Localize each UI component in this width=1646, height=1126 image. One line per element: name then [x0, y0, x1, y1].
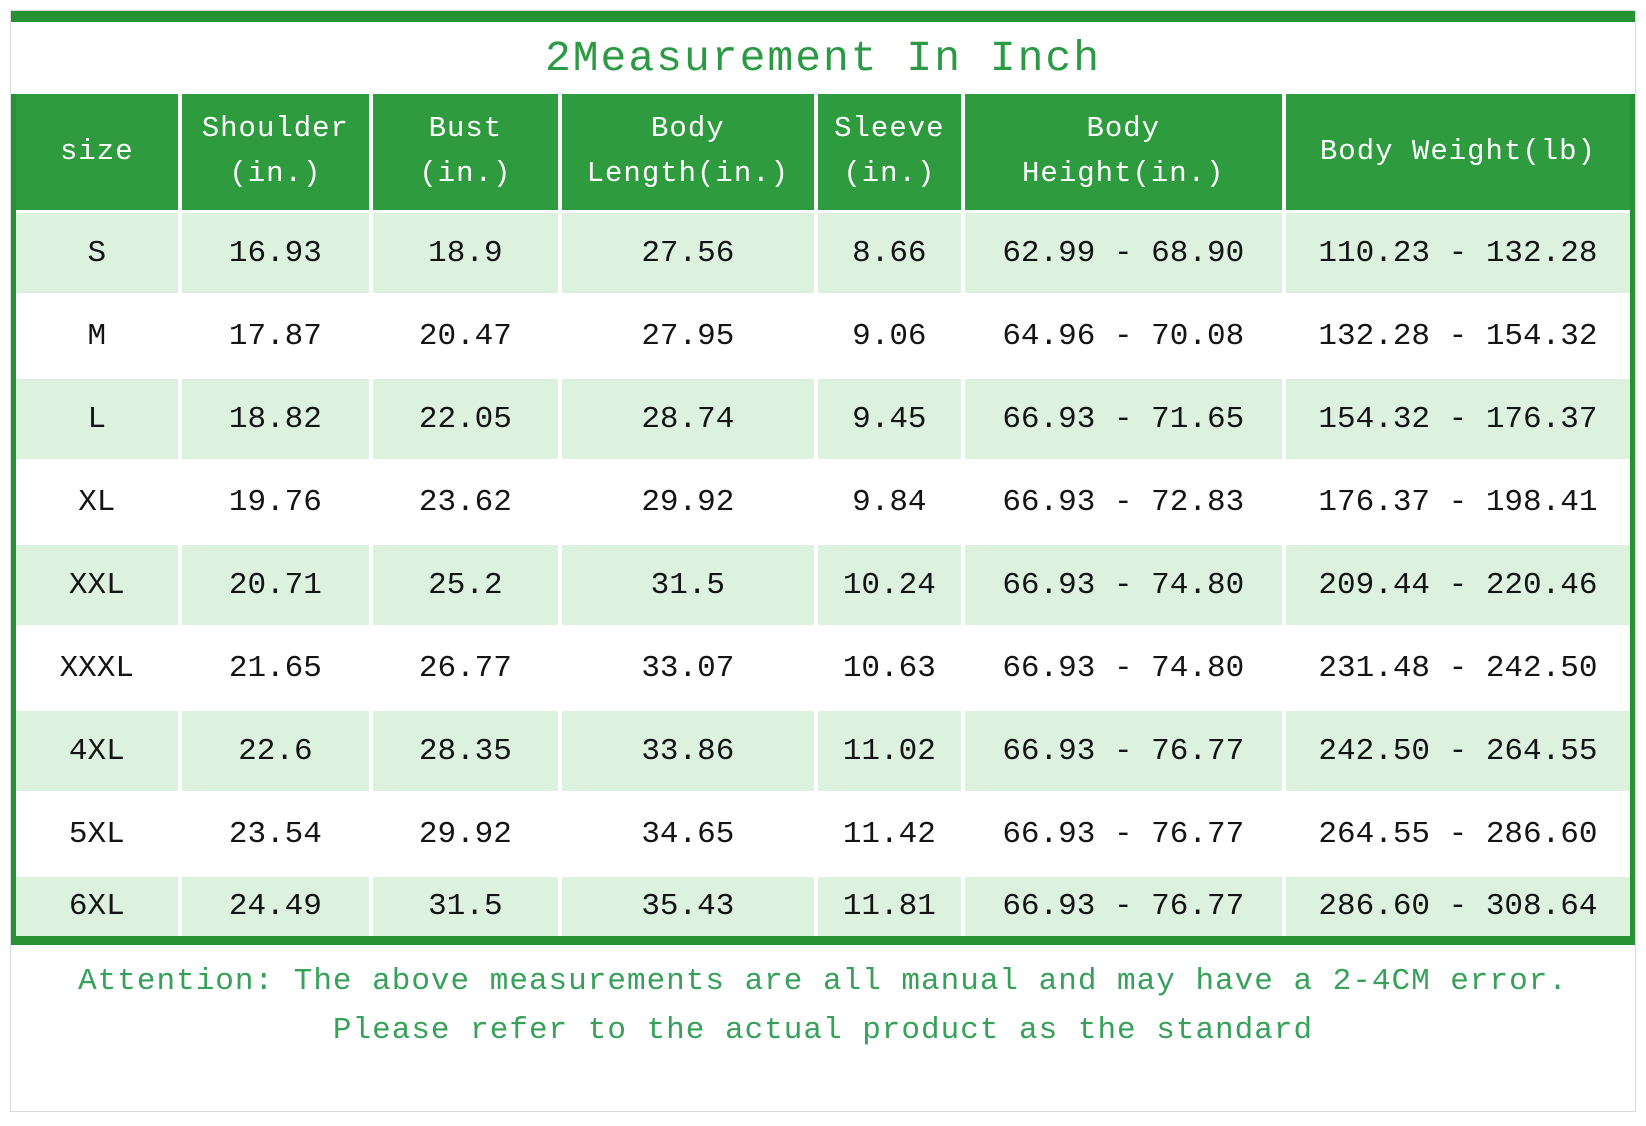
value-cell: 24.49	[177, 874, 370, 936]
value-cell: 286.60 - 308.64	[1281, 874, 1630, 936]
value-cell: 11.42	[814, 791, 961, 874]
size-chart-panel: 2Measurement In Inch size Shoulder (in.)…	[10, 10, 1636, 1112]
value-cell: 19.76	[177, 459, 370, 542]
size-cell: 5XL	[16, 791, 178, 874]
value-cell: 18.82	[177, 376, 370, 459]
value-cell: 34.65	[557, 791, 815, 874]
value-cell: 23.62	[369, 459, 558, 542]
size-cell: XL	[16, 459, 178, 542]
size-cell: M	[16, 293, 178, 376]
value-cell: 33.86	[557, 708, 815, 791]
header-cell-size: size	[59, 134, 134, 168]
value-cell: 28.35	[369, 708, 558, 791]
value-cell: 66.93 - 71.65	[960, 376, 1282, 459]
table-header-row: size Shoulder (in.) Bust (in.) Body Leng…	[16, 94, 1630, 210]
size-cell: S	[16, 210, 178, 293]
size-cell: XXL	[16, 542, 178, 625]
attention-line-2: Please refer to the actual product as th…	[332, 1013, 1314, 1048]
value-cell: 33.07	[557, 625, 815, 708]
value-cell: 25.2	[369, 542, 558, 625]
value-cell: 16.93	[177, 210, 370, 293]
size-cell: L	[16, 376, 178, 459]
value-cell: 66.93 - 76.77	[960, 791, 1282, 874]
size-cell: 4XL	[16, 708, 178, 791]
header-cell-body-length: Body Length(in.)	[557, 94, 814, 210]
value-cell: 9.84	[814, 459, 961, 542]
value-cell: 62.99 - 68.90	[960, 210, 1282, 293]
table-body: S 16.93 18.9 27.56 8.66 62.99 - 68.90 110.23 -…	[16, 210, 1630, 936]
table-row: 5XL 23.54 29.92 34.65 11.42 66.93 - 76.77 264.…	[16, 791, 1630, 874]
value-cell: 22.05	[369, 376, 558, 459]
value-cell: 27.56	[557, 210, 815, 293]
value-cell: 29.92	[557, 459, 815, 542]
value-cell: 26.77	[369, 625, 558, 708]
value-cell: 11.81	[814, 874, 961, 936]
value-cell: 66.93 - 76.77	[960, 708, 1282, 791]
value-cell: 132.28 - 154.32	[1281, 293, 1630, 376]
table-row: 6XL 24.49 31.5 35.43 11.81 66.93 - 76.77 286.6…	[16, 874, 1630, 936]
value-cell: 110.23 - 132.28	[1281, 210, 1630, 293]
table-row: M 17.87 20.47 27.95 9.06 64.96 - 70.08 132.28 …	[16, 293, 1630, 376]
value-cell: 23.54	[177, 791, 370, 874]
value-cell: 9.45	[814, 376, 961, 459]
value-cell: 154.32 - 176.37	[1281, 376, 1630, 459]
attention-line-1: Attention: The above measurements are al…	[78, 964, 1568, 999]
table-row: 4XL 22.6 28.35 33.86 11.02 66.93 - 76.77 242.5…	[16, 708, 1630, 791]
attention-note: Attention: The above measurements are al…	[11, 945, 1635, 1055]
value-cell: 66.93 - 72.83	[960, 459, 1282, 542]
header-cell-body-weight: Body Weight(lb)	[1281, 94, 1630, 210]
table-row: XXXL 21.65 26.77 33.07 10.63 66.93 - 74.80 231…	[16, 625, 1630, 708]
value-cell: 11.02	[814, 708, 961, 791]
title-row: 2Measurement In Inch	[11, 22, 1635, 94]
page-title: 2Measurement In Inch	[544, 33, 1102, 83]
value-cell: 29.92	[369, 791, 558, 874]
value-cell: 66.93 - 74.80	[960, 625, 1282, 708]
top-border	[11, 11, 1635, 22]
table-row: L 18.82 22.05 28.74 9.45 66.93 - 71.65 154.32 …	[16, 376, 1630, 459]
value-cell: 22.6	[177, 708, 370, 791]
value-cell: 8.66	[814, 210, 961, 293]
value-cell: 18.9	[369, 210, 558, 293]
value-cell: 176.37 - 198.41	[1281, 459, 1630, 542]
header-cell-sleeve: Sleeve (in.)	[814, 94, 961, 210]
value-cell: 28.74	[557, 376, 815, 459]
value-cell: 66.93 - 74.80	[960, 542, 1282, 625]
value-cell: 66.93 - 76.77	[960, 874, 1282, 936]
value-cell: 264.55 - 286.60	[1281, 791, 1630, 874]
value-cell: 10.63	[814, 625, 961, 708]
value-cell: 31.5	[557, 542, 815, 625]
table-row: XXL 20.71 25.2 31.5 10.24 66.93 - 74.80 209.44…	[16, 542, 1630, 625]
header-cell-bust: Bust (in.)	[369, 94, 558, 210]
size-table: size Shoulder (in.) Bust (in.) Body Leng…	[11, 94, 1635, 945]
header-cell-body-height: Body Height(in.)	[960, 94, 1282, 210]
value-cell: 231.48 - 242.50	[1281, 625, 1630, 708]
value-cell: 20.47	[369, 293, 558, 376]
table-row: XL 19.76 23.62 29.92 9.84 66.93 - 72.83 176.37…	[16, 459, 1630, 542]
size-cell: 6XL	[16, 874, 178, 936]
value-cell: 64.96 - 70.08	[960, 293, 1282, 376]
value-cell: 27.95	[557, 293, 815, 376]
value-cell: 35.43	[557, 874, 815, 936]
header-cell-shoulder: Shoulder (in.)	[177, 94, 370, 210]
value-cell: 31.5	[369, 874, 558, 936]
value-cell: 21.65	[177, 625, 370, 708]
value-cell: 20.71	[177, 542, 370, 625]
size-cell: XXXL	[16, 625, 178, 708]
value-cell: 10.24	[814, 542, 961, 625]
value-cell: 242.50 - 264.55	[1281, 708, 1630, 791]
value-cell: 209.44 - 220.46	[1281, 542, 1630, 625]
value-cell: 17.87	[177, 293, 370, 376]
table-row: S 16.93 18.9 27.56 8.66 62.99 - 68.90 110.23 -…	[16, 210, 1630, 293]
value-cell: 9.06	[814, 293, 961, 376]
